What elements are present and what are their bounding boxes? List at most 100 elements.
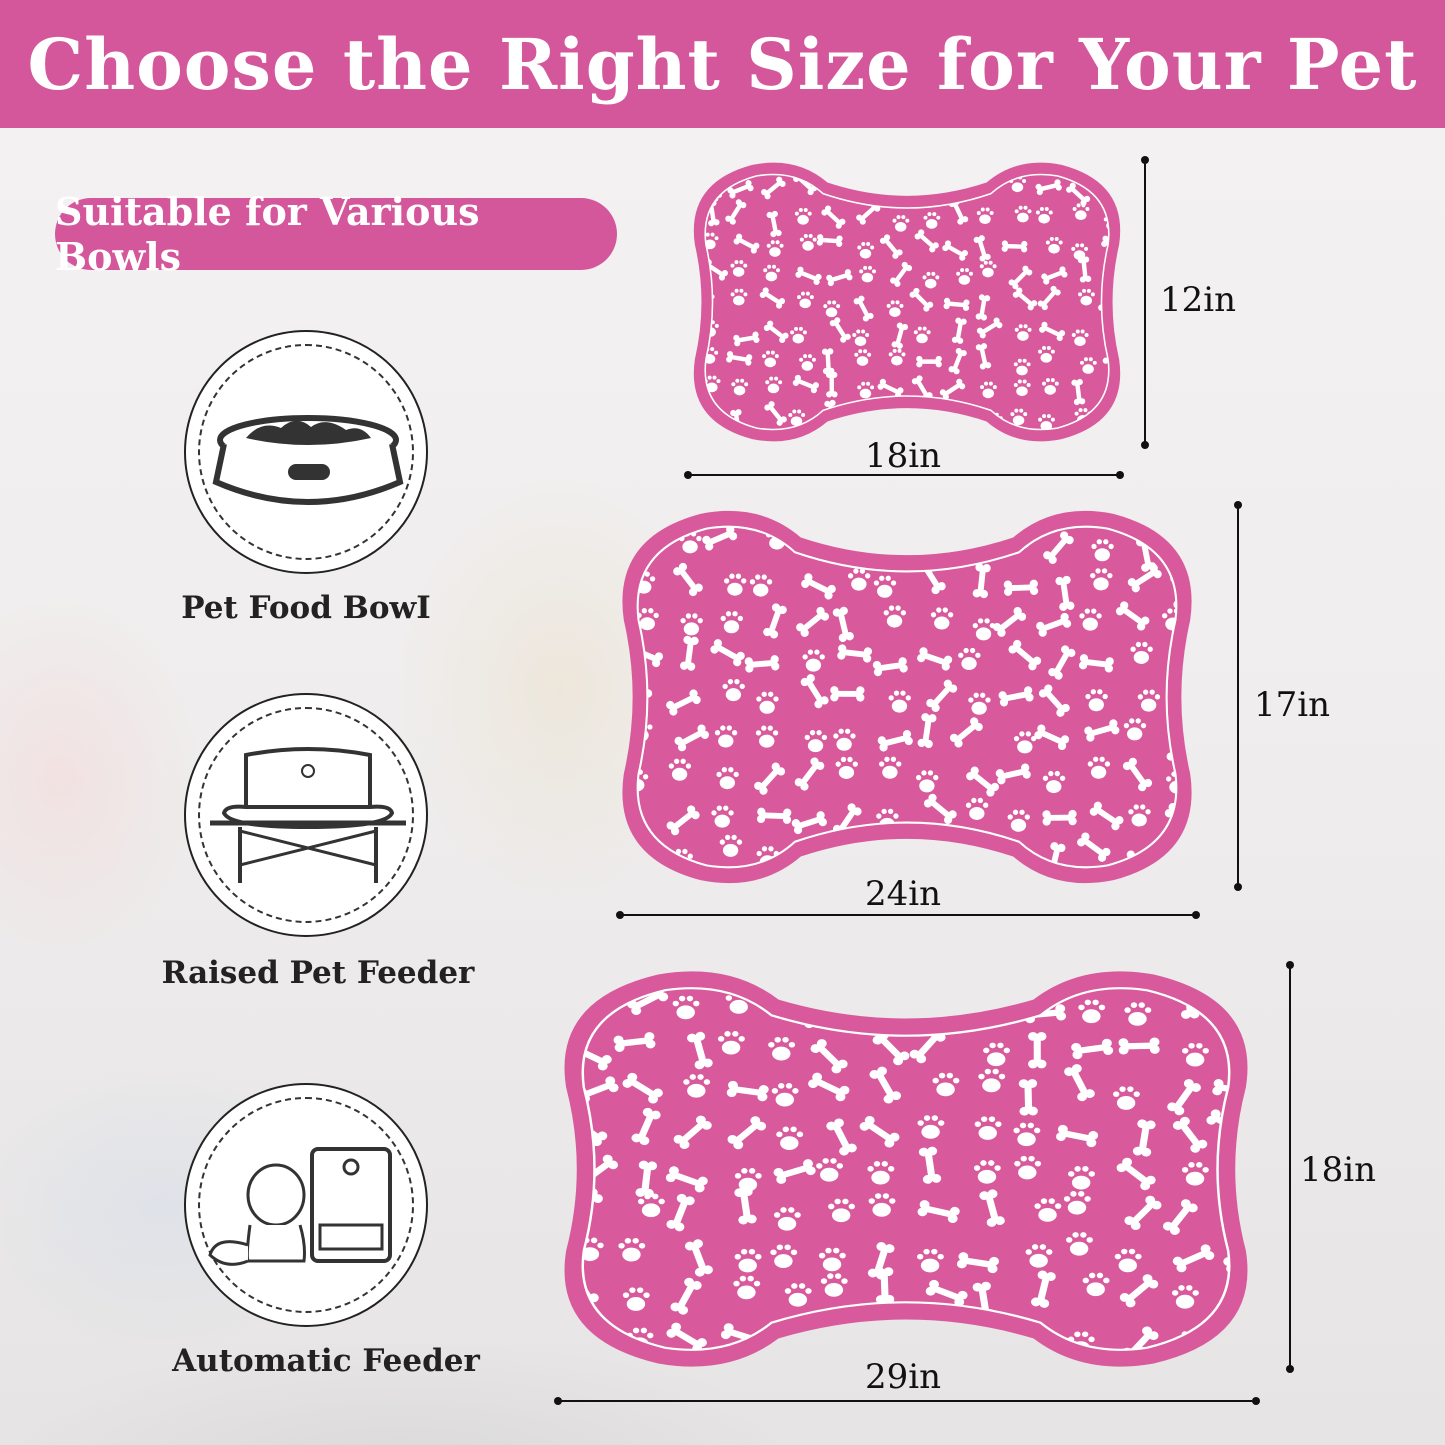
paw-pattern-icon xyxy=(714,725,738,748)
raised-feeder-icon xyxy=(184,693,428,937)
bone-pattern-icon xyxy=(687,1031,713,1070)
paw-pattern-icon xyxy=(1010,408,1028,426)
paw-pattern-icon xyxy=(1013,358,1031,376)
bone-pattern-icon xyxy=(1101,235,1109,249)
paw-pattern-icon xyxy=(833,728,856,751)
paw-pattern-icon xyxy=(828,1198,855,1223)
paw-pattern-icon xyxy=(978,1068,1006,1093)
bone-pattern-icon xyxy=(1071,1038,1114,1060)
paw-pattern-icon xyxy=(930,607,954,630)
bone-pattern-icon xyxy=(1132,1119,1156,1157)
paw-pattern-icon xyxy=(1025,1244,1053,1268)
paw-pattern-icon xyxy=(1066,1232,1093,1256)
paw-pattern-icon xyxy=(1124,1002,1152,1026)
bone-pattern-icon xyxy=(1034,724,1070,751)
paw-pattern-icon xyxy=(762,350,779,368)
mat-shape xyxy=(693,162,1121,442)
paw-pattern-icon xyxy=(680,613,703,636)
bone-pattern-icon xyxy=(1077,832,1111,862)
paw-pattern-icon xyxy=(823,300,841,318)
paw-pattern-icon xyxy=(892,215,910,232)
bone-pattern-icon xyxy=(830,686,865,702)
bone-pattern-icon xyxy=(1162,1199,1198,1235)
bone-pattern-icon xyxy=(993,606,1027,637)
bone-pattern-icon xyxy=(1089,801,1124,831)
bone-pattern-icon xyxy=(966,766,1000,797)
paw-pattern-icon xyxy=(854,349,872,366)
bone-pattern-icon xyxy=(702,526,738,551)
paw-pattern-icon xyxy=(776,1126,804,1151)
bone-pattern-icon xyxy=(627,988,669,1016)
bone-pattern-icon xyxy=(808,1072,850,1102)
bone-pattern-icon xyxy=(631,1107,661,1146)
paw-pattern-icon xyxy=(730,288,748,306)
bone-pattern-icon xyxy=(726,351,753,366)
paw-pattern-icon xyxy=(730,260,748,277)
mat-large xyxy=(552,962,1260,1376)
bone-pattern-icon xyxy=(825,371,838,398)
bone-pattern-icon xyxy=(734,1187,757,1225)
paw-pattern-icon xyxy=(916,1248,944,1273)
bone-pattern-icon xyxy=(794,757,825,791)
bone-pattern-icon xyxy=(1116,1157,1156,1191)
bone-pattern-icon xyxy=(1115,601,1150,631)
paw-pattern-icon xyxy=(622,1287,650,1311)
paw-pattern-icon xyxy=(756,691,779,714)
paw-pattern-icon xyxy=(723,573,747,596)
bone-pattern-icon xyxy=(1008,265,1033,290)
width-dimension-line xyxy=(684,471,1124,479)
bone-pattern-icon xyxy=(673,562,703,597)
paw-pattern-icon xyxy=(705,347,719,364)
bone-pattern-icon xyxy=(976,317,1003,339)
paw-pattern-icon xyxy=(1038,346,1055,363)
bowl-type-label: Automatic Feeder xyxy=(172,1343,480,1379)
paw-pattern-icon xyxy=(1174,849,1177,855)
bone-pattern-icon xyxy=(1071,378,1086,406)
paw-pattern-icon xyxy=(766,240,784,257)
bone-pattern-icon xyxy=(816,234,843,247)
bone-pattern-icon xyxy=(926,679,958,712)
paw-pattern-icon xyxy=(672,995,700,1020)
bone-pattern-icon xyxy=(1036,612,1072,637)
bone-pattern-icon xyxy=(1084,719,1120,742)
bone-pattern-icon xyxy=(1037,285,1061,311)
paw-pattern-icon xyxy=(788,409,806,427)
paw-pattern-icon xyxy=(1171,1285,1199,1309)
paw-pattern-icon xyxy=(1087,756,1111,779)
bone-pattern-icon xyxy=(909,287,934,312)
bone-pattern-icon xyxy=(810,1039,848,1074)
bone-pattern-icon xyxy=(1127,564,1162,593)
bone-pattern-icon xyxy=(879,539,915,557)
bone-pattern-icon xyxy=(1043,531,1074,564)
bone-pattern-icon xyxy=(766,210,782,238)
bone-pattern-icon xyxy=(943,297,970,311)
bone-pattern-icon xyxy=(998,686,1034,707)
bone-pattern-icon xyxy=(832,606,854,642)
paw-pattern-icon xyxy=(886,300,904,317)
paw-pattern-icon xyxy=(835,756,858,779)
paw-pattern-icon xyxy=(784,1283,812,1307)
paw-pattern-icon xyxy=(928,1324,956,1349)
bone-pattern-icon xyxy=(979,1189,1005,1227)
bone-pattern-icon xyxy=(1003,579,1039,596)
paw-pattern-icon xyxy=(956,268,973,285)
bone-pattern-icon xyxy=(1078,654,1114,673)
bone-pattern-icon xyxy=(801,573,836,600)
bone-pattern-icon xyxy=(1077,256,1092,283)
paw-pattern-icon xyxy=(771,1083,799,1107)
bone-pattern-icon xyxy=(796,606,830,637)
paw-pattern-icon xyxy=(932,1072,960,1097)
paw-pattern-icon xyxy=(852,329,870,347)
paw-pattern-icon xyxy=(618,1237,646,1262)
bone-pattern-icon xyxy=(1056,1124,1099,1148)
bone-pattern-icon xyxy=(877,729,913,752)
paw-pattern-icon xyxy=(847,568,871,591)
bone-pattern-icon xyxy=(1212,1079,1230,1096)
bone-pattern-icon xyxy=(1001,240,1028,253)
paw-pattern-icon xyxy=(1042,378,1059,395)
bone-pattern-icon xyxy=(635,1160,658,1198)
paw-pattern-icon xyxy=(1182,1042,1209,1067)
paw-pattern-icon xyxy=(1045,236,1063,254)
paw-pattern-icon xyxy=(867,1160,895,1185)
bone-pattern-icon xyxy=(763,320,789,343)
